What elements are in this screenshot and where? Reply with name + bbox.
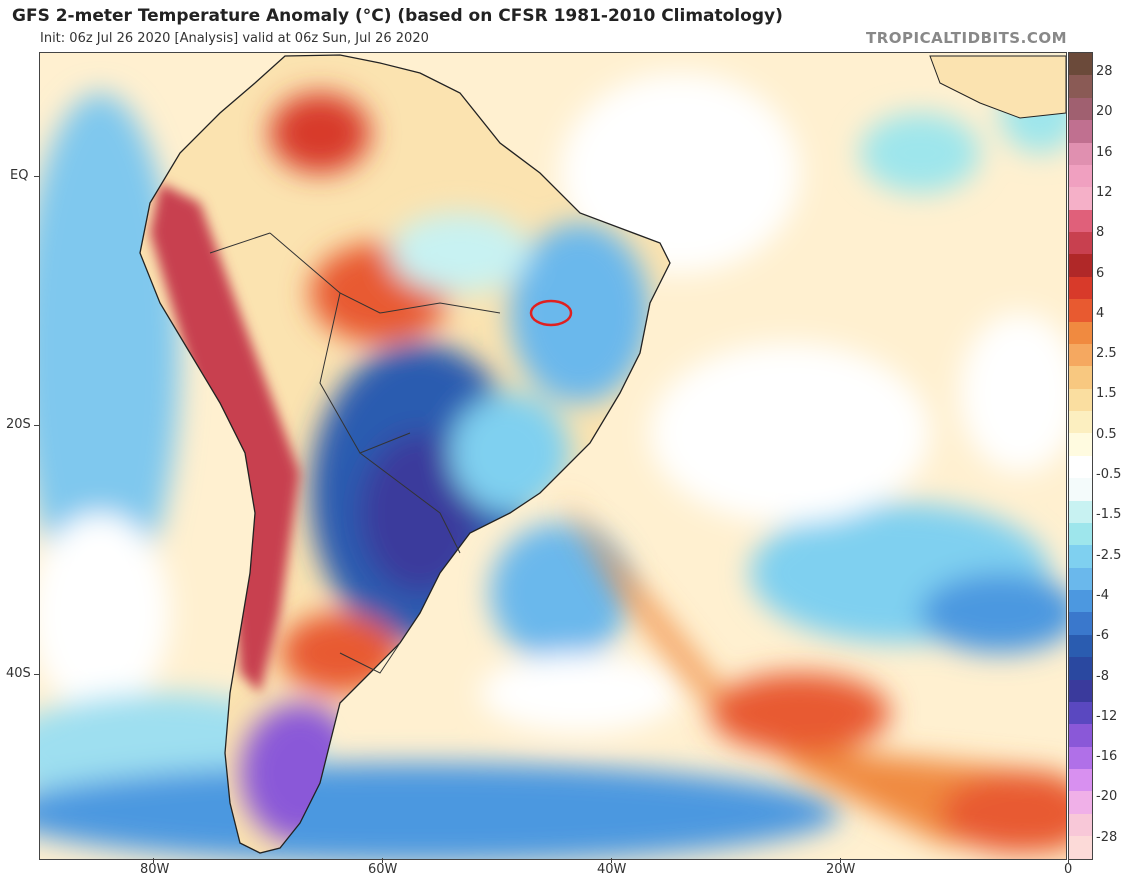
colorbar-swatch (1069, 769, 1092, 792)
colorbar-label: 12 (1096, 184, 1113, 200)
colorbar-label: -6 (1096, 628, 1109, 644)
colorbar-label: 28 (1096, 64, 1113, 79)
colorbar-label: -28 (1096, 829, 1118, 845)
lat-label-eq: EQ (10, 168, 29, 183)
colorbar-swatch (1069, 590, 1092, 613)
lon-label-80w: 80W (140, 862, 170, 877)
colorbar-swatch (1069, 522, 1092, 546)
lon-label-60w: 60W (368, 862, 398, 877)
lat-tick (34, 425, 39, 426)
lon-tick (840, 858, 841, 863)
map-canvas (40, 53, 1066, 859)
colorbar-label: -8 (1096, 668, 1109, 684)
colorbar-label: -4 (1096, 587, 1109, 603)
colorbar-swatch (1069, 500, 1092, 523)
colorbar-swatch (1069, 545, 1092, 568)
colorbar-label: 8 (1096, 225, 1105, 241)
colorbar-label: 4 (1096, 305, 1105, 321)
colorbar-label: 2.5 (1096, 346, 1117, 362)
colorbar-swatch (1069, 53, 1092, 76)
colorbar-swatch (1069, 433, 1092, 456)
init-valid-time: Init: 06z Jul 26 2020 [Analysis] valid a… (40, 31, 429, 46)
red-circle-highlight (529, 299, 573, 327)
lon-label-0: 0 (1064, 862, 1073, 877)
colorbar-swatch (1069, 836, 1092, 859)
lat-label-40s: 40S (6, 666, 31, 681)
colorbar-label: -2.5 (1096, 547, 1122, 563)
colorbar-swatch (1069, 411, 1092, 434)
colorbar-swatch (1069, 120, 1092, 143)
colorbar-label: -0.5 (1096, 467, 1122, 482)
colorbar-label: -12 (1096, 708, 1118, 724)
lat-tick (34, 176, 39, 177)
colorbar-swatch (1069, 478, 1092, 501)
colorbar-swatch (1069, 75, 1092, 98)
colorbar-swatch (1069, 679, 1092, 702)
lon-tick (1068, 858, 1069, 863)
colorbar-swatch (1069, 388, 1092, 411)
colorbar-swatch (1069, 97, 1092, 121)
lat-tick (34, 674, 39, 675)
colorbar-swatch (1069, 366, 1092, 389)
colorbar-swatch (1069, 455, 1092, 479)
colorbar-label: 20 (1096, 104, 1113, 120)
colorbar-label: 6 (1096, 265, 1105, 281)
colorbar-swatch (1069, 299, 1092, 322)
colorbar-swatch (1069, 254, 1092, 277)
chart-title: GFS 2-meter Temperature Anomaly (°C) (ba… (12, 6, 783, 26)
colorbar-label: -1.5 (1096, 507, 1122, 523)
colorbar-swatch (1069, 321, 1092, 344)
colorbar-label: 1.5 (1096, 386, 1117, 402)
colorbar-swatch (1069, 567, 1092, 590)
colorbar-swatch (1069, 612, 1092, 635)
lon-tick (611, 858, 612, 863)
lon-label-40w: 40W (597, 862, 627, 877)
lon-tick (382, 858, 383, 863)
colorbar-swatch (1069, 164, 1092, 188)
colorbar-swatch (1069, 701, 1092, 725)
colorbar-swatch (1069, 813, 1092, 837)
colorbar-label: 16 (1096, 144, 1113, 160)
colorbar-swatch (1069, 724, 1092, 747)
colorbar-swatch (1069, 232, 1092, 255)
colorbar-swatch (1069, 634, 1092, 658)
anomaly-map (39, 52, 1067, 860)
brand-watermark: TROPICALTIDBITS.COM (866, 29, 1067, 47)
colorbar-swatch (1069, 276, 1092, 300)
colorbar-label: 0.5 (1096, 426, 1117, 442)
colorbar-label: -20 (1096, 789, 1118, 805)
lon-tick (153, 858, 154, 863)
colorbar (1068, 52, 1093, 860)
lon-label-20w: 20W (826, 862, 856, 877)
colorbar-swatch (1069, 209, 1092, 232)
colorbar-swatch (1069, 343, 1092, 367)
colorbar-swatch (1069, 187, 1092, 210)
colorbar-swatch (1069, 142, 1092, 165)
lat-label-20s: 20S (6, 417, 31, 432)
colorbar-swatch (1069, 791, 1092, 814)
colorbar-label: -16 (1096, 749, 1118, 765)
colorbar-swatch (1069, 657, 1092, 680)
colorbar-swatch (1069, 746, 1092, 769)
